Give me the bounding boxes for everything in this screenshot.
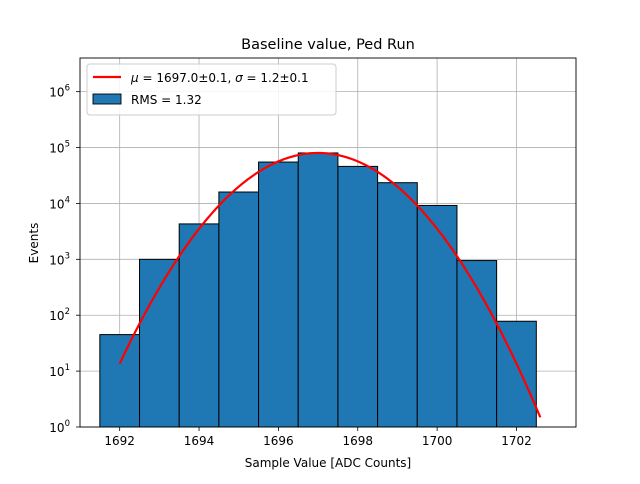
y-tick-exponent: 3 [65, 251, 70, 261]
histogram-bar [258, 161, 299, 428]
y-tick-exponent: 2 [65, 307, 70, 317]
y-tick-base: 10 [49, 253, 64, 267]
x-tick-label: 1702 [501, 434, 532, 448]
x-tick-label: 1694 [184, 434, 215, 448]
legend: μ = 1697.0±0.1, σ = 1.2±0.1 RMS = 1.32 [86, 63, 337, 116]
legend-mu-symbol: μ [130, 71, 139, 85]
legend-sigma-text: = 1.2±0.1 [243, 71, 309, 85]
legend-box [86, 63, 337, 116]
legend-hist-label: RMS = 1.32 [131, 93, 202, 107]
histogram-bar [218, 191, 260, 428]
y-tick-label: 104 [49, 195, 70, 211]
y-tick-exponent: 0 [65, 419, 70, 429]
y-tick-base: 10 [49, 365, 64, 379]
y-tick-base: 10 [49, 86, 64, 100]
histogram-bar [337, 165, 379, 428]
histogram-bar [377, 182, 418, 428]
x-tick-label: 1692 [104, 434, 135, 448]
legend-fit-label: μ = 1697.0±0.1, σ = 1.2±0.1 [130, 71, 309, 85]
x-tick-label: 1696 [263, 434, 294, 448]
histogram-bar [99, 334, 141, 428]
histogram-bar [139, 258, 180, 428]
y-tick-label: 102 [49, 307, 70, 323]
histogram-bar [456, 260, 498, 428]
histogram-bar [297, 152, 339, 428]
y-tick-base: 10 [49, 309, 64, 323]
plot-frame [79, 57, 577, 428]
y-tick-base: 10 [49, 142, 64, 156]
histogram-bars [99, 152, 537, 428]
y-tick-exponent: 6 [65, 84, 70, 94]
x-tick-label: 1698 [342, 434, 373, 448]
x-tick-label: 1700 [422, 434, 453, 448]
y-tick-label: 106 [49, 84, 70, 100]
chart-title: Baseline value, Ped Run [241, 37, 415, 53]
histogram-bar [178, 223, 220, 428]
legend-sigma-symbol: σ [235, 71, 243, 85]
y-tick-exponent: 5 [65, 140, 70, 150]
fit-curve [118, 151, 542, 418]
legend-hist-swatch [92, 93, 122, 105]
histogram-bar [416, 204, 458, 428]
y-axis-label: Events [27, 223, 41, 264]
x-axis-label: Sample Value [ADC Counts] [245, 456, 411, 470]
y-tick-label: 100 [49, 419, 70, 435]
x-axis-ticks: 1692 1694 1696 1698 1700 1702 [104, 427, 532, 448]
y-tick-base: 10 [49, 197, 64, 211]
legend-mu-text: = 1697.0±0.1, [139, 71, 235, 85]
y-tick-label: 105 [49, 140, 70, 156]
y-tick-exponent: 1 [65, 363, 70, 373]
y-tick-label: 101 [49, 363, 70, 379]
y-tick-label: 103 [49, 251, 70, 267]
y-tick-exponent: 4 [65, 195, 70, 205]
y-tick-base: 10 [49, 421, 64, 435]
